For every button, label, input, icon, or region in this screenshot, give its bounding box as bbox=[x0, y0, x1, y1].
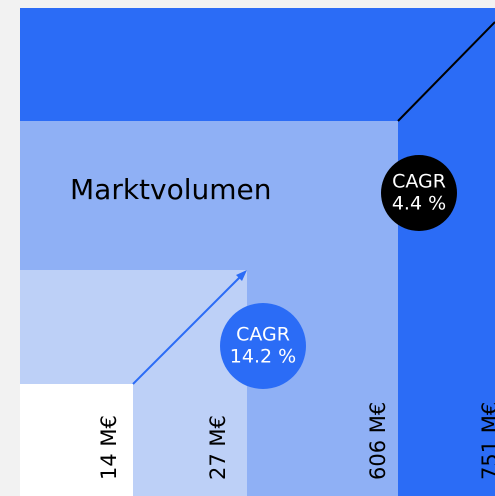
cagr-badge bbox=[381, 155, 457, 231]
cagr-value: 4.4 % bbox=[392, 193, 446, 215]
segment-label: 751 M€ bbox=[478, 402, 495, 480]
cagr-label: CAGR bbox=[236, 324, 290, 346]
arrow-line bbox=[132, 275, 242, 385]
segment-label: 14 M€ bbox=[97, 415, 121, 480]
segment-label: 27 M€ bbox=[206, 415, 230, 480]
title: Marktvolumen bbox=[70, 173, 272, 206]
cagr-value: 14.2 % bbox=[230, 346, 296, 368]
cagr-badge bbox=[220, 303, 306, 389]
square-1 bbox=[20, 384, 133, 496]
segment-label: 606 M€ bbox=[366, 402, 390, 480]
connector-line bbox=[397, 21, 495, 122]
arrow-head bbox=[236, 270, 247, 281]
cagr-label: CAGR bbox=[392, 171, 446, 193]
